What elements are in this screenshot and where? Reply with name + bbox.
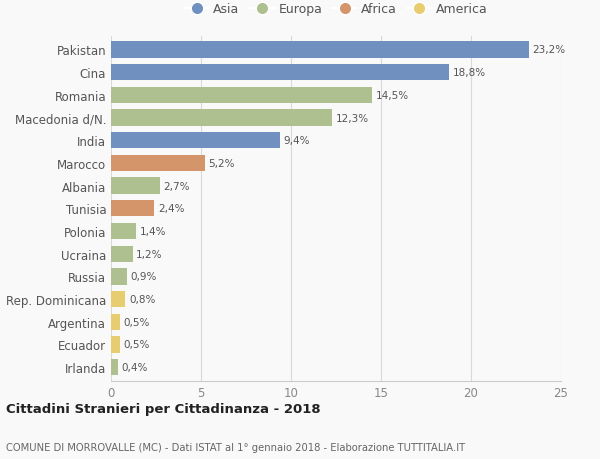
Text: 2,7%: 2,7% (163, 181, 190, 191)
Bar (111, 269, 127, 285)
Bar (111, 88, 372, 104)
Bar (111, 291, 125, 308)
Bar (111, 314, 120, 330)
Text: 18,8%: 18,8% (453, 68, 486, 78)
Text: 9,4%: 9,4% (284, 136, 310, 146)
Bar (111, 133, 280, 149)
Bar (111, 156, 205, 172)
Bar (111, 201, 154, 217)
Text: 0,5%: 0,5% (124, 340, 150, 350)
Text: 23,2%: 23,2% (532, 45, 565, 55)
Text: COMUNE DI MORROVALLE (MC) - Dati ISTAT al 1° gennaio 2018 - Elaborazione TUTTITA: COMUNE DI MORROVALLE (MC) - Dati ISTAT a… (6, 442, 465, 452)
Bar (111, 42, 529, 58)
Text: 2,4%: 2,4% (158, 204, 184, 214)
Text: Cittadini Stranieri per Cittadinanza - 2018: Cittadini Stranieri per Cittadinanza - 2… (6, 403, 320, 415)
Bar (111, 246, 133, 262)
Bar (111, 178, 160, 194)
Legend: Asia, Europa, Africa, America: Asia, Europa, Africa, America (179, 0, 493, 21)
Bar (111, 359, 118, 375)
Text: 1,2%: 1,2% (136, 249, 163, 259)
Bar (111, 110, 332, 126)
Text: 5,2%: 5,2% (208, 158, 235, 168)
Text: 0,4%: 0,4% (122, 363, 148, 372)
Bar (111, 65, 449, 81)
Bar (111, 336, 120, 353)
Text: 1,4%: 1,4% (140, 226, 166, 236)
Text: 0,5%: 0,5% (124, 317, 150, 327)
Bar (111, 224, 136, 240)
Text: 0,8%: 0,8% (129, 294, 155, 304)
Text: 0,9%: 0,9% (131, 272, 157, 282)
Text: 12,3%: 12,3% (336, 113, 369, 123)
Text: 14,5%: 14,5% (376, 90, 409, 101)
